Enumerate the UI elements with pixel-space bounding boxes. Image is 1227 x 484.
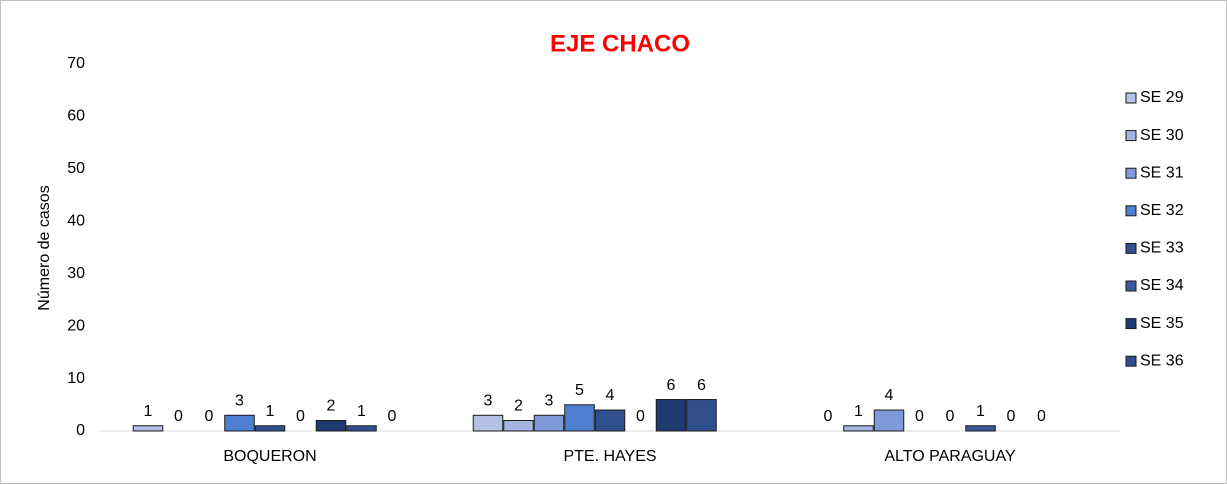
x-tick-label: BOQUERON <box>223 448 316 465</box>
x-tick-label: PTE. HAYES <box>563 448 656 465</box>
data-label: 3 <box>545 392 554 409</box>
data-label: 4 <box>885 387 894 404</box>
data-label: 1 <box>266 403 275 420</box>
y-tick-label: 60 <box>67 108 85 125</box>
legend-swatch <box>1125 130 1137 142</box>
data-label: 0 <box>205 408 214 425</box>
data-label: 0 <box>388 408 397 425</box>
legend-swatch <box>1125 280 1137 292</box>
bar <box>873 409 905 432</box>
y-tick-label: 50 <box>67 160 85 177</box>
bar <box>346 425 377 432</box>
data-label: 0 <box>946 408 955 425</box>
bar <box>224 414 255 432</box>
legend-swatch <box>1125 242 1137 254</box>
data-label: 6 <box>667 377 676 394</box>
y-tick-label: 0 <box>76 422 85 439</box>
legend-label: SE 32 <box>1140 202 1184 219</box>
legend-label: SE 29 <box>1140 89 1184 106</box>
data-label: 1 <box>854 403 863 420</box>
y-axis-label: Número de casos <box>36 185 53 310</box>
bar <box>686 399 717 432</box>
data-label: 6 <box>697 377 706 394</box>
y-tick-label: 40 <box>67 213 85 230</box>
y-tick-label: 10 <box>67 370 85 387</box>
legend-label: SE 35 <box>1140 315 1184 332</box>
data-label: 4 <box>606 387 615 404</box>
legend-label: SE 31 <box>1140 164 1184 181</box>
data-label: 0 <box>824 408 833 425</box>
bar <box>965 425 996 432</box>
legend-swatch <box>1125 318 1137 330</box>
bar <box>503 420 534 432</box>
legend-label: SE 30 <box>1140 127 1184 144</box>
data-label: 0 <box>296 408 305 425</box>
data-label: 0 <box>636 408 645 425</box>
data-label: 5 <box>575 382 584 399</box>
bar <box>564 404 595 432</box>
data-label: 0 <box>1037 408 1046 425</box>
bar <box>254 425 286 432</box>
data-label: 1 <box>976 403 985 420</box>
bar <box>843 425 874 432</box>
y-tick-label: 30 <box>67 265 85 282</box>
bar <box>472 414 504 432</box>
x-tick-label: ALTO PARAGUAY <box>884 448 1016 465</box>
y-tick-label: 70 <box>67 55 85 72</box>
data-label: 3 <box>235 392 244 409</box>
data-label: 2 <box>327 398 336 415</box>
legend-swatch <box>1125 205 1137 217</box>
legend-label: SE 36 <box>1140 352 1184 369</box>
data-label: 0 <box>174 408 183 425</box>
bar <box>655 399 687 432</box>
data-label: 1 <box>357 403 366 420</box>
legend-swatch <box>1125 167 1137 179</box>
data-label: 0 <box>1007 408 1016 425</box>
legend-swatch <box>1125 92 1137 104</box>
data-label: 2 <box>514 398 523 415</box>
bar <box>132 425 164 432</box>
chart-title: EJE CHACO <box>550 30 690 57</box>
bar <box>594 409 626 432</box>
legend-label: SE 33 <box>1140 240 1184 257</box>
legend-label: SE 34 <box>1140 277 1184 294</box>
data-label: 1 <box>144 403 153 420</box>
data-label: 3 <box>484 392 493 409</box>
y-tick-label: 20 <box>67 317 85 334</box>
bar <box>315 420 347 432</box>
bar <box>533 414 565 432</box>
data-label: 0 <box>915 408 924 425</box>
legend-swatch <box>1125 355 1137 367</box>
